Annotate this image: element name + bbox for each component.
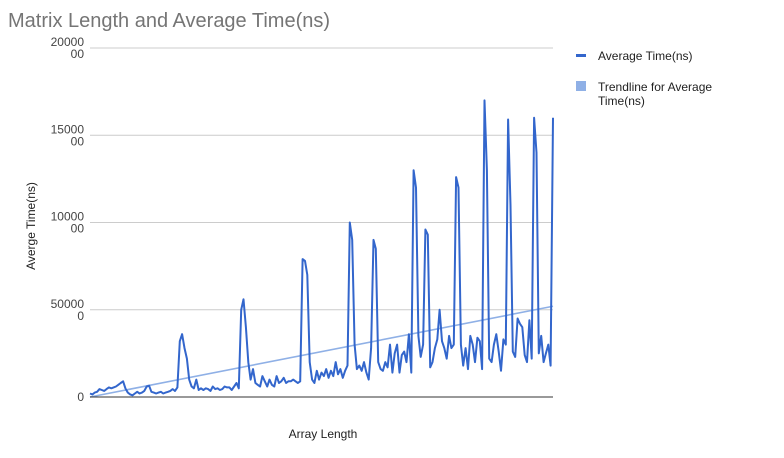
y-tick-label: 50000 [51,297,85,311]
y-axis-title: Averge Time(ns) [24,182,38,270]
x-axis-title: Array Length [289,427,358,441]
legend-swatch-average-time [576,54,586,57]
average-time-series-line [89,99,554,397]
y-tick-label: 00 [71,47,85,61]
y-tick-label: 20000 [51,35,85,49]
chart-title: Matrix Length and Average Time(ns) [8,10,330,32]
legend[interactable]: Average Time(ns) Trendline for Average Ti… [576,49,712,108]
legend-label-average-time: Average Time(ns) [598,49,692,63]
legend-item-average-time[interactable]: Average Time(ns) [576,49,692,63]
y-tick-label: 10000 [51,210,85,224]
y-tick-label: 0 [77,309,84,323]
y-tick-label: 0 [77,390,84,404]
y-tick-label: 00 [71,134,85,148]
legend-swatch-trendline [576,81,586,91]
grid-lines [90,47,553,311]
legend-label-trendline: Trendline for Average Time(ns) [598,80,712,108]
y-tick-label: 15000 [51,122,85,136]
trendline-series-line [89,305,554,398]
y-tick-label: 00 [71,222,85,236]
legend-item-trendline[interactable]: Trendline for Average Time(ns) [576,80,712,108]
